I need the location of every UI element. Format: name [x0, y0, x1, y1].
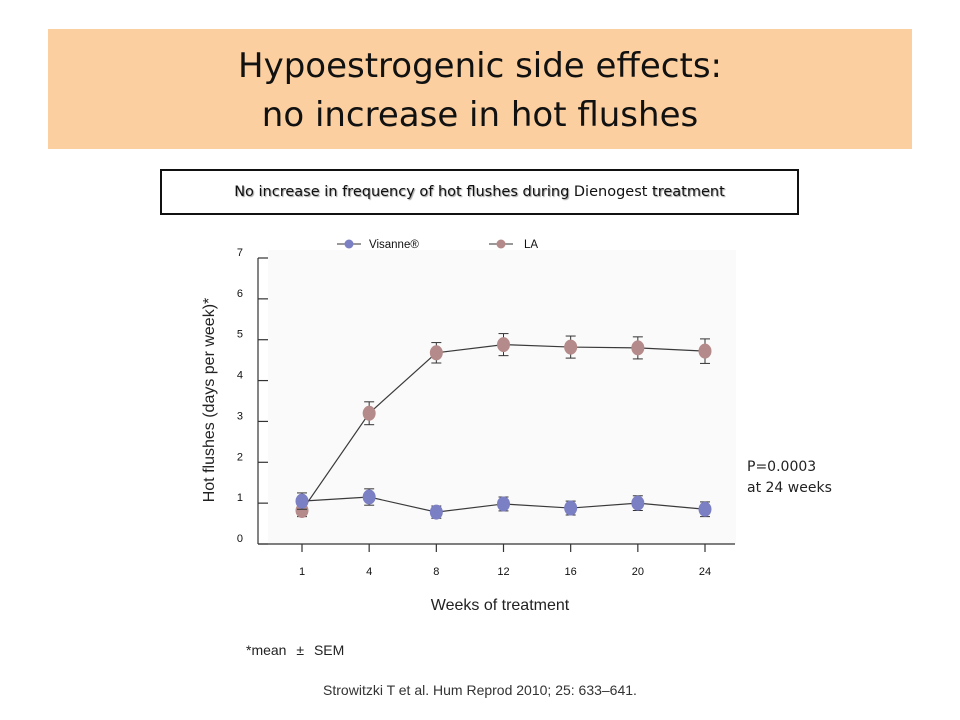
data-point-visanne: [429, 504, 443, 520]
citation: Strowitzki T et al. Hum Reprod 2010; 25:…: [323, 682, 637, 698]
data-point-la: [497, 337, 510, 353]
y-axis-label: Hot flushes (days per week)*: [201, 297, 218, 503]
callout-text-drug: Dienogest: [573, 184, 648, 200]
y-tick-label: 4: [237, 370, 243, 382]
x-tick-label: 1: [299, 566, 305, 578]
data-point-la: [362, 405, 376, 421]
data-point-la: [429, 345, 443, 361]
x-tick-label: 12: [497, 566, 509, 578]
footnote-prefix: *mean: [246, 642, 287, 658]
y-tick-label: 6: [237, 288, 243, 300]
footnote-suffix: SEM: [313, 642, 345, 658]
y-tick-label: 7: [237, 247, 243, 259]
y-tick-label: 2: [237, 451, 243, 463]
x-tick-label: 24: [699, 566, 711, 578]
slide-title: Hypoestrogenic side effects: no increase…: [48, 42, 912, 140]
x-tick-label: 4: [366, 566, 372, 578]
callout-box: No increase in frequency of hot flushes …: [160, 169, 799, 215]
legend-marker-visanne: [344, 239, 354, 249]
x-tick-label: 8: [433, 566, 439, 578]
plus-minus-symbol: ±: [296, 642, 305, 658]
legend-label-la: LA: [524, 239, 538, 251]
series-line-la: [301, 344, 706, 511]
data-point-la: [564, 339, 578, 355]
x-tick-label: 20: [632, 566, 644, 578]
legend-marker-la: [496, 239, 506, 249]
data-point-la: [631, 340, 645, 356]
y-tick-label: 0: [237, 533, 243, 545]
data-point-visanne: [564, 500, 578, 516]
footnote: *mean ± SEM: [246, 642, 344, 658]
y-tick-label: 1: [237, 492, 243, 504]
p-value-annotation: P=0.0003 at 24 weeks: [747, 457, 832, 499]
callout-text-part1: No increase in frequency of hot flushes …: [234, 184, 570, 200]
data-point-visanne: [295, 493, 309, 509]
y-tick-label: 3: [237, 410, 243, 422]
data-point-visanne: [631, 495, 645, 511]
data-point-visanne: [362, 489, 376, 505]
plot-area-background: [268, 250, 736, 544]
title-line-1: Hypoestrogenic side effects:: [238, 46, 722, 86]
title-line-2: no increase in hot flushes: [261, 95, 699, 135]
p-value-line-2: at 24 weeks: [747, 480, 832, 496]
y-tick-label: 5: [237, 329, 243, 341]
p-value-line-1: P=0.0003: [747, 459, 817, 475]
title-band: Hypoestrogenic side effects: no increase…: [48, 29, 912, 149]
data-point-la: [698, 343, 712, 359]
x-tick-label: 16: [565, 566, 577, 578]
legend-label-visanne: Visanne®: [369, 239, 419, 251]
callout-text-part3: treatment: [652, 184, 725, 200]
x-axis-label: Weeks of treatment: [430, 597, 570, 614]
data-point-visanne: [497, 496, 510, 512]
data-point-visanne: [698, 501, 712, 517]
